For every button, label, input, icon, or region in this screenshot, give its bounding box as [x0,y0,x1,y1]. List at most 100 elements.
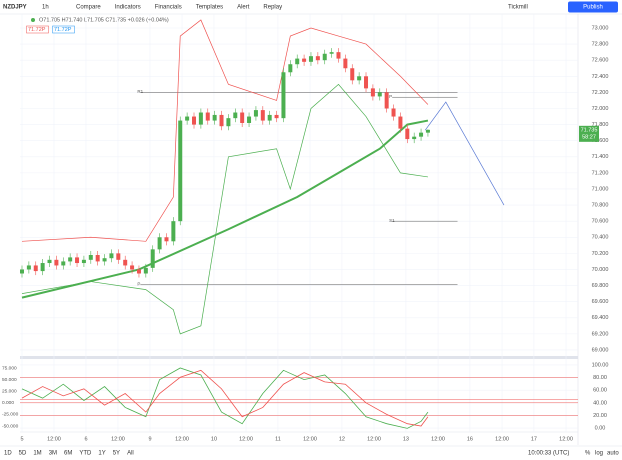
toolbar-item[interactable]: Templates [196,5,223,11]
candle-body [322,53,327,61]
percent-toggle[interactable]: % [585,451,591,457]
candle-body [288,64,293,73]
price-tick-label: 69.400 [592,315,609,321]
range-button[interactable]: 1Y [98,451,105,457]
candle-body [364,76,369,89]
time-tick-label: 12:00 [495,436,509,442]
projection-line [424,101,505,206]
range-button[interactable]: All [127,451,134,457]
indicator-line [21,119,429,299]
candle-body [295,58,300,65]
range-button[interactable]: 3M [49,451,57,457]
candle-body [19,269,24,274]
pivot-label: P [137,281,140,286]
candle-body [302,58,307,62]
price-tick-label: 72.800 [592,42,609,48]
toolbar-item[interactable]: Indicators [115,5,141,11]
chart-layer: 69.000 69.200 69.400 69.600 69.800 70.000 70.2… [2,14,608,442]
indicator-line [21,19,429,242]
time-tick-label: 12 [339,436,345,442]
publish-label[interactable]: Publish [583,5,603,11]
range-button[interactable]: 1M [33,451,41,457]
candle-body [391,108,396,117]
osc-right-tick-label: 100.00 [592,362,609,368]
candle-body [384,92,389,109]
osc-right-tick-label: 20.00 [593,413,607,419]
time-tick-label: 17 [531,436,537,442]
price-tick-label: 71.400 [592,154,609,160]
price-tick-label: 70.800 [592,203,609,209]
pivot-label: P [389,94,392,99]
log-toggle[interactable]: log [595,451,603,457]
candle-body [343,58,348,69]
candle-body [116,253,121,260]
price-tick-label: 70.000 [592,267,609,273]
last-price: 71.735 [581,127,598,133]
candle-body [130,265,135,270]
price-tick-label: 69.600 [592,299,609,305]
candle-body [370,88,375,97]
candle-body [54,259,59,266]
candle-body [240,112,245,123]
time-tick-label: 12:00 [175,436,189,442]
osc-left-tick-label: -50.000 [2,423,19,429]
candle-body [75,257,80,264]
price-tick-label: 69.000 [592,347,609,353]
symbol[interactable]: NZDJPY [3,5,27,11]
status-dot [31,18,35,22]
indicator-legend-box [52,25,75,34]
candle-body [136,269,141,274]
indicator-legend: 71.72P [54,27,72,33]
candle-body [26,265,31,270]
auto-toggle[interactable]: auto [607,451,619,457]
price-tick-label: 73.000 [592,25,609,31]
candle-body [212,114,217,121]
osc-left-tick-label: 25.000 [2,388,17,394]
range-button[interactable]: 5Y [113,451,120,457]
broker[interactable]: Tickmill [508,5,528,11]
toolbar-item[interactable]: Alert [237,5,250,11]
time-tick-label: 12:00 [431,436,445,442]
time-tick-label: 12:00 [239,436,253,442]
indicator-legend-box [26,25,49,34]
candle-body [33,265,38,272]
candle-body [157,237,162,250]
candle-body [178,120,183,222]
candle-body [274,114,279,119]
candle-body [247,116,252,123]
osc-right-tick-label: 0.00 [595,425,606,431]
candle-body [405,128,410,140]
candle-body [377,92,382,97]
interval[interactable]: 1h [42,5,49,11]
price-tick-label: 70.600 [592,219,609,225]
osc-left-tick-label: 50.000 [2,377,17,383]
toolbar-item[interactable]: Financials [155,5,182,11]
range-button[interactable]: 5D [19,451,27,457]
publish-button[interactable] [568,1,618,13]
osc-right-tick-label: 40.00 [593,400,607,406]
indicator-legend: 71.72P [28,27,46,33]
range-button[interactable]: 1D [4,451,12,457]
indicator-line [21,83,428,335]
toolbar-item[interactable]: Compare [76,5,101,11]
range-button[interactable]: 6M [64,451,72,457]
candle-body [47,259,52,264]
pane-separator [20,356,578,359]
range-button[interactable]: YTD [79,451,92,457]
time-tick-label: 13 [403,436,409,442]
osc-left-tick-label: 75.000 [2,365,17,371]
time-tick-label: 11 [275,436,281,442]
osc-left-tick-label: 0.000 [2,400,14,406]
last-price-tag [579,125,599,142]
toolbar-item[interactable]: Replay [263,5,282,11]
candle-body [185,116,190,121]
clock: 10:00:33 (UTC) [528,451,569,457]
candle-body [68,257,73,262]
candle-body [219,114,224,127]
price-tick-label: 72.000 [592,106,609,112]
time-tick-label: 12:00 [111,436,125,442]
candle-body [260,110,265,121]
time-tick-label: 5 [20,436,23,442]
